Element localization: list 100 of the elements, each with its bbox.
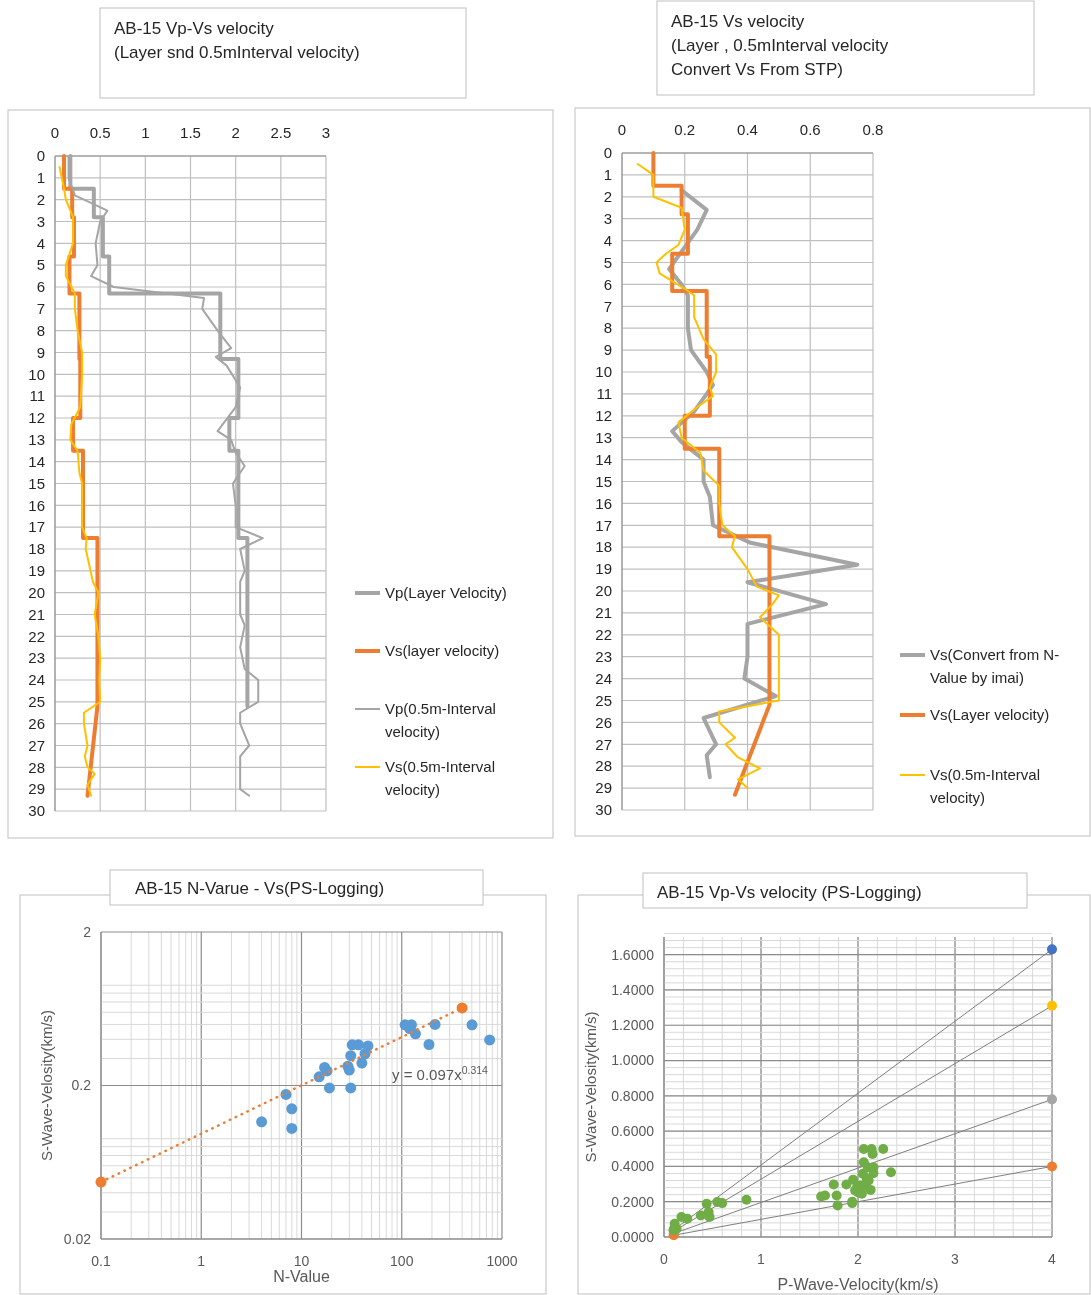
- x-tick-label: 2: [854, 1251, 863, 1267]
- x-tick-label: 0.4: [737, 121, 758, 138]
- y-tick-label: 14: [28, 452, 45, 470]
- y-tick-label: 16: [595, 494, 612, 512]
- y-tick-label: 19: [28, 562, 45, 580]
- legend-label: Vs(0.5m-Interval velocity): [930, 766, 1041, 807]
- chart-title: AB-15 Vp-Vs velocity (Layer snd 0.5mInterval velocity): [114, 19, 360, 62]
- legend-label: Vs(layer velocity): [385, 642, 500, 660]
- y-tick-label: 1: [603, 166, 612, 184]
- y-tick-label: 12: [595, 407, 612, 425]
- y-tick-label: 0: [36, 147, 45, 165]
- y-tick-label: 22: [28, 627, 45, 645]
- y-tick-label: 28: [595, 757, 612, 775]
- y-tick-label: 29: [28, 780, 45, 798]
- x-tick-label: 2: [231, 124, 240, 141]
- y-tick-label: 0.2: [71, 1077, 92, 1094]
- y-tick-label: 22: [595, 626, 612, 644]
- y-tick-label: 25: [595, 691, 612, 709]
- chart-title: AB-15 Vs velocity (Layer , 0.5mInterval velocity Convert Vs From STP): [671, 12, 889, 79]
- y-tick-label: 28: [28, 758, 45, 776]
- y-tick-label: 3: [603, 209, 612, 227]
- x-axis-title: N-Value: [273, 1268, 330, 1285]
- y-tick-label: 2: [603, 188, 612, 206]
- x-tick-label: 1: [757, 1251, 766, 1267]
- y-tick-label: 0.6000: [611, 1123, 655, 1140]
- y-tick-label: 4: [36, 234, 45, 252]
- legend-label: Vp(Layer Velocity): [385, 584, 507, 602]
- y-tick-label: 15: [28, 474, 45, 492]
- legend-label: Vs(Convert from N-Value by imai): [930, 646, 1060, 687]
- y-tick-label: 9: [36, 343, 45, 361]
- y-tick-label: 1: [36, 169, 45, 187]
- x-tick-label: 3: [321, 124, 331, 141]
- y-tick-label: 20: [28, 583, 45, 601]
- y-tick-label: 27: [28, 736, 45, 754]
- y-tick-label: 25: [28, 693, 45, 711]
- x-tick-label: 0.5: [89, 124, 111, 141]
- y-tick-label: 20: [595, 582, 612, 600]
- x-tick-label: 0.6: [799, 121, 821, 138]
- x-tick-label: 0.2: [674, 121, 696, 138]
- y-tick-label: 16: [28, 496, 45, 514]
- y-tick-label: 23: [28, 649, 45, 667]
- x-tick-label: 1: [141, 124, 150, 141]
- y-tick-label: 7: [603, 297, 612, 315]
- legend-label: Vs(Layer velocity): [930, 706, 1050, 724]
- y-tick-label: 1.4000: [611, 981, 655, 998]
- y-tick-label: 9: [603, 341, 612, 359]
- y-tick-label: 0.0000: [611, 1228, 655, 1245]
- y-tick-label: 27: [595, 735, 612, 753]
- y-tick-label: 0.02: [63, 1230, 92, 1247]
- x-tick-label: 100: [390, 1253, 414, 1269]
- y-axis-title: S-Wave-Velosity(km/s): [582, 1011, 599, 1163]
- x-tick-label: 10: [293, 1253, 310, 1269]
- annotation: y = 0.097x$^{0.314}$: [392, 1064, 489, 1083]
- y-tick-label: 3: [36, 212, 45, 230]
- y-tick-label: 23: [595, 647, 612, 665]
- x-tick-label: 4: [1048, 1251, 1057, 1267]
- x-tick-label: 1000: [486, 1253, 518, 1269]
- x-tick-label: 1: [197, 1253, 206, 1269]
- y-tick-label: 2: [83, 923, 92, 940]
- x-tick-label: 0: [50, 124, 60, 141]
- y-tick-label: 18: [28, 540, 45, 558]
- y-tick-label: 21: [595, 604, 612, 622]
- y-tick-label: 24: [28, 671, 45, 689]
- y-tick-label: 12: [28, 409, 45, 427]
- y-tick-label: 11: [596, 385, 612, 403]
- x-tick-label: 3: [951, 1251, 960, 1267]
- y-tick-label: 26: [595, 713, 612, 731]
- y-tick-label: 8: [36, 321, 45, 339]
- y-tick-label: 30: [28, 802, 45, 820]
- y-tick-label: 0.2000: [611, 1193, 655, 1210]
- legend-label: Vs(0.5m-Interval velocity): [385, 758, 496, 799]
- legend-label: Vp(0.5m-Interval velocity): [385, 700, 496, 741]
- y-tick-label: 10: [595, 363, 612, 381]
- y-tick-label: 4: [603, 231, 612, 249]
- y-tick-label: 5: [603, 253, 612, 271]
- y-tick-label: 21: [28, 605, 45, 623]
- y-tick-label: 5: [36, 256, 45, 274]
- y-tick-label: 13: [28, 431, 45, 449]
- y-tick-label: 10: [28, 365, 45, 383]
- y-tick-label: 15: [595, 472, 612, 490]
- x-tick-label: 0: [660, 1251, 669, 1267]
- y-axis-title: S-Wave-Velosity(km/s): [38, 1009, 55, 1162]
- y-tick-label: 19: [595, 560, 612, 578]
- y-tick-label: 17: [28, 518, 45, 536]
- y-tick-label: 24: [595, 669, 612, 687]
- y-tick-label: 18: [595, 538, 612, 556]
- y-tick-label: 0.4000: [611, 1158, 655, 1175]
- y-tick-label: 13: [595, 428, 612, 446]
- x-tick-label: 1.5: [180, 124, 201, 141]
- y-tick-label: 6: [603, 275, 612, 293]
- chart-title: AB-15 N-Varue - Vs(PS-Logging): [135, 879, 385, 898]
- y-tick-label: 8: [603, 319, 612, 337]
- y-tick-label: 17: [595, 516, 612, 534]
- y-tick-label: 1.6000: [611, 946, 655, 963]
- chart-title: AB-15 Vp-Vs velocity (PS-Logging): [657, 883, 922, 902]
- y-tick-label: 2: [36, 190, 45, 208]
- x-tick-label: 2.5: [270, 124, 292, 141]
- x-tick-label: 0.8: [862, 121, 884, 138]
- x-tick-label: 0.1: [91, 1253, 111, 1269]
- y-tick-label: 26: [28, 714, 45, 732]
